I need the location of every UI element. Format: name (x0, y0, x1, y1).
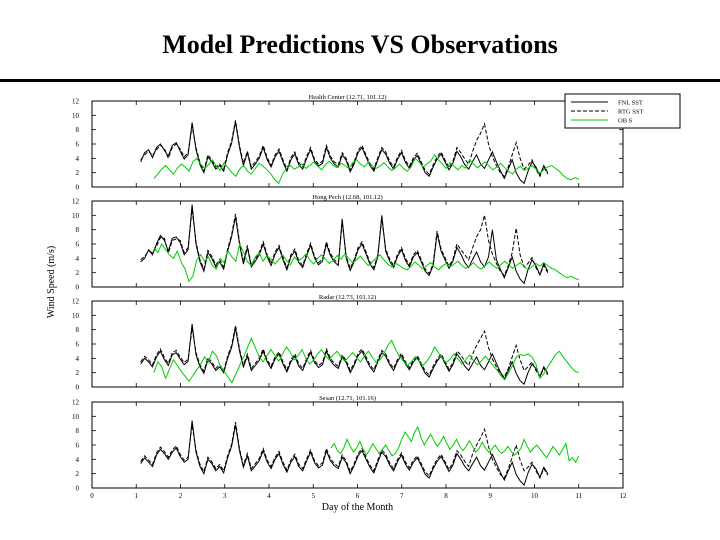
y-tick-label: 4 (76, 456, 80, 464)
x-tick-label: 5 (312, 492, 316, 500)
x-tick-label: 0 (90, 492, 94, 500)
y-tick-label: 10 (72, 413, 80, 421)
y-tick-label: 8 (76, 126, 80, 134)
y-tick-label: 12 (72, 198, 80, 206)
series-line-ob-s (153, 153, 579, 185)
y-tick-label: 0 (76, 384, 80, 392)
y-tick-label: 6 (76, 241, 80, 249)
x-tick-label: 10 (531, 492, 539, 500)
x-tick-label: 8 (444, 492, 448, 500)
x-tick-label: 6 (356, 492, 360, 500)
series-line-ob-s (153, 337, 579, 384)
series-line-rtg-sst (140, 120, 549, 178)
title-divider (0, 79, 720, 82)
x-tick-label: 7 (400, 492, 404, 500)
panel-title: Sesan (12.71, 101.16) (319, 395, 376, 402)
y-tick-label: 0 (76, 284, 80, 292)
y-tick-label: 12 (72, 298, 80, 306)
x-tick-label: 1 (135, 492, 139, 500)
y-tick-label: 6 (76, 141, 80, 149)
series-line-rtg-sst (140, 325, 549, 379)
panel-title: Radar (12.73, 101.12) (319, 294, 376, 301)
y-tick-label: 8 (76, 226, 80, 234)
series-line-fnl-sst (140, 121, 549, 185)
slide-title: Model Predictions VS Observations (162, 30, 558, 59)
y-tick-label: 12 (72, 399, 80, 407)
y-tick-label: 6 (76, 341, 80, 349)
series-line-ob-s (153, 242, 579, 283)
y-tick-label: 4 (76, 355, 80, 363)
y-tick-label: 10 (72, 312, 80, 320)
legend-label: FNL SST (618, 100, 643, 107)
x-tick-label: 3 (223, 492, 227, 500)
series-line-rtg-sst (140, 209, 549, 277)
series-line-fnl-sst (140, 420, 549, 487)
panel-frame (91, 401, 624, 489)
y-tick-label: 10 (72, 212, 80, 220)
y-tick-label: 0 (76, 184, 80, 192)
series-line-rtg-sst (140, 422, 549, 480)
y-tick-label: 10 (72, 112, 80, 120)
panel-title: Hong Pech (12.68, 101.12) (312, 194, 382, 201)
y-tick-label: 6 (76, 442, 80, 450)
x-axis-label: Day of the Month (322, 502, 393, 513)
y-tick-label: 2 (76, 169, 80, 177)
y-tick-label: 12 (72, 98, 80, 106)
legend-label: OB S (618, 118, 633, 125)
legend-label: RTG SST (618, 109, 643, 116)
panel-frame (91, 100, 624, 188)
y-axis-label: Wind Speed (m/s) (46, 246, 57, 318)
series-line-fnl-sst (140, 323, 549, 385)
y-tick-label: 2 (76, 369, 80, 377)
x-tick-label: 11 (575, 492, 582, 500)
panel-title: Health Center (12.71, 101.12) (309, 94, 387, 101)
y-tick-label: 8 (76, 427, 80, 435)
y-tick-label: 2 (76, 470, 80, 478)
y-tick-label: 0 (76, 485, 80, 493)
x-tick-label: 2 (179, 492, 183, 500)
y-tick-label: 8 (76, 326, 80, 334)
x-tick-label: 4 (267, 492, 271, 500)
y-tick-label: 4 (76, 255, 80, 263)
y-tick-label: 2 (76, 269, 80, 277)
y-tick-label: 4 (76, 155, 80, 163)
series-line-ob-s (330, 425, 580, 464)
x-tick-label: 9 (489, 492, 493, 500)
x-tick-label: 12 (620, 492, 628, 500)
